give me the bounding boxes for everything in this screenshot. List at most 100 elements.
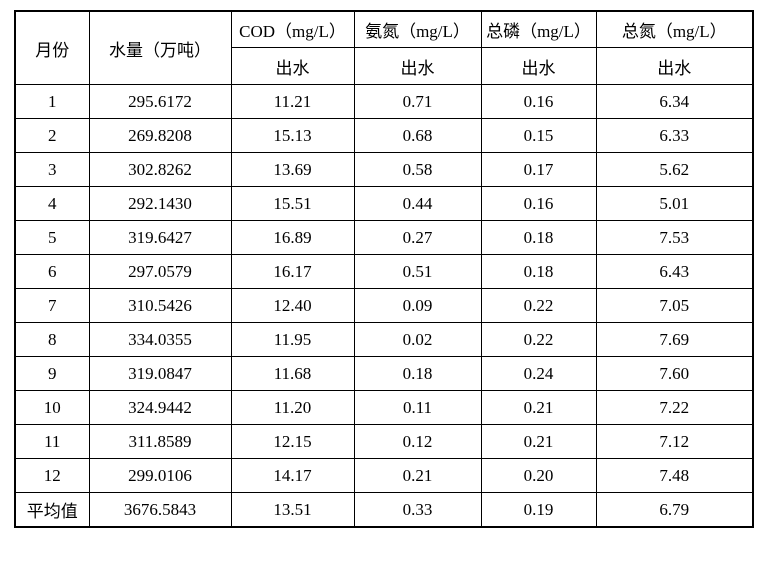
table-cell: 269.8208 (88, 118, 232, 153)
table-cell: 3676.5843 (88, 492, 232, 528)
table-cell: 6.34 (595, 84, 754, 119)
subheader-effluent-ammonia: 出水 (353, 47, 482, 85)
row-label-cell: 12 (14, 458, 90, 493)
table-cell: 0.24 (480, 356, 597, 391)
table-cell: 319.0847 (88, 356, 232, 391)
table-cell: 0.58 (353, 152, 482, 187)
table-cell: 12.15 (230, 424, 355, 459)
table-cell: 11.68 (230, 356, 355, 391)
table-cell: 13.69 (230, 152, 355, 187)
row-label-cell: 10 (14, 390, 90, 425)
table-cell: 0.20 (480, 458, 597, 493)
table-cell: 0.11 (353, 390, 482, 425)
table-cell: 14.17 (230, 458, 355, 493)
table-cell: 310.5426 (88, 288, 232, 323)
table-cell: 6.33 (595, 118, 754, 153)
table-cell: 0.68 (353, 118, 482, 153)
table-row: 4 292.1430 15.51 0.44 0.16 5.01 (14, 186, 754, 221)
col-header-month: 月份 (14, 10, 90, 85)
table-cell: 0.51 (353, 254, 482, 289)
table-cell: 0.21 (480, 424, 597, 459)
subheader-effluent-cod: 出水 (230, 47, 355, 85)
table-cell: 0.21 (353, 458, 482, 493)
row-label-cell: 5 (14, 220, 90, 255)
row-label-cell: 平均值 (14, 492, 90, 528)
table-cell: 0.02 (353, 322, 482, 357)
table-cell: 7.53 (595, 220, 754, 255)
table-cell: 7.60 (595, 356, 754, 391)
table-cell: 0.16 (480, 84, 597, 119)
table-cell: 0.71 (353, 84, 482, 119)
table-cell: 11.20 (230, 390, 355, 425)
table-cell: 6.43 (595, 254, 754, 289)
row-label-cell: 2 (14, 118, 90, 153)
table-cell: 11.21 (230, 84, 355, 119)
subheader-effluent-phosphorus: 出水 (480, 47, 597, 85)
table-cell: 0.18 (480, 254, 597, 289)
table-row: 9 319.0847 11.68 0.18 0.24 7.60 (14, 356, 754, 391)
table-row: 12 299.0106 14.17 0.21 0.20 7.48 (14, 458, 754, 493)
table-body: 1 295.6172 11.21 0.71 0.16 6.34 2 269.8208 15.13… (14, 84, 754, 528)
row-label-cell: 1 (14, 84, 90, 119)
row-label-cell: 8 (14, 322, 90, 357)
subheader-effluent-nitrogen: 出水 (595, 47, 754, 85)
col-header-total-phosphorus: 总磷（mg/L） (480, 10, 597, 48)
table-cell: 11.95 (230, 322, 355, 357)
table-cell: 7.12 (595, 424, 754, 459)
header-row-top: 月份 水量（万吨） COD（mg/L） 氨氮（mg/L） 总磷（mg/L） 总氮… (14, 10, 754, 85)
row-label-cell: 3 (14, 152, 90, 187)
table-cell: 0.19 (480, 492, 597, 528)
table-cell: 0.22 (480, 322, 597, 357)
table-cell: 7.22 (595, 390, 754, 425)
table-cell: 0.09 (353, 288, 482, 323)
table-cell: 0.22 (480, 288, 597, 323)
table-cell: 7.05 (595, 288, 754, 323)
table-row: 3 302.8262 13.69 0.58 0.17 5.62 (14, 152, 754, 187)
table-cell: 6.79 (595, 492, 754, 528)
table-cell: 13.51 (230, 492, 355, 528)
row-label-cell: 6 (14, 254, 90, 289)
table-cell: 324.9442 (88, 390, 232, 425)
col-header-water-volume: 水量（万吨） (88, 10, 232, 85)
row-label-cell: 4 (14, 186, 90, 221)
table-row: 7 310.5426 12.40 0.09 0.22 7.05 (14, 288, 754, 323)
table-header: 月份 水量（万吨） COD（mg/L） 氨氮（mg/L） 总磷（mg/L） 总氮… (14, 10, 754, 85)
table-row: 6 297.0579 16.17 0.51 0.18 6.43 (14, 254, 754, 289)
table-cell: 5.01 (595, 186, 754, 221)
table-cell: 15.51 (230, 186, 355, 221)
table-row-average: 平均值 3676.5843 13.51 0.33 0.19 6.79 (14, 492, 754, 528)
table-cell: 0.17 (480, 152, 597, 187)
col-header-ammonia-nitrogen: 氨氮（mg/L） (353, 10, 482, 48)
table-cell: 302.8262 (88, 152, 232, 187)
table-cell: 0.15 (480, 118, 597, 153)
header-row-sub: 出水 出水 出水 出水 (15, 47, 754, 85)
table-cell: 15.13 (230, 118, 355, 153)
table-cell: 5.62 (595, 152, 754, 187)
table-cell: 0.18 (353, 356, 482, 391)
col-header-cod: COD（mg/L） (230, 10, 355, 48)
table-cell: 334.0355 (88, 322, 232, 357)
table-cell: 0.21 (480, 390, 597, 425)
table-row: 2 269.8208 15.13 0.68 0.15 6.33 (14, 118, 754, 153)
table-cell: 311.8589 (88, 424, 232, 459)
col-header-total-nitrogen: 总氮（mg/L） (595, 10, 754, 48)
table-cell: 7.69 (595, 322, 754, 357)
table-cell: 297.0579 (88, 254, 232, 289)
table-cell: 16.89 (230, 220, 355, 255)
table-cell: 12.40 (230, 288, 355, 323)
table-cell: 0.18 (480, 220, 597, 255)
table-row: 11 311.8589 12.15 0.12 0.21 7.12 (14, 424, 754, 459)
row-label-cell: 9 (14, 356, 90, 391)
table-cell: 299.0106 (88, 458, 232, 493)
table-cell: 0.12 (353, 424, 482, 459)
table-cell: 0.16 (480, 186, 597, 221)
table-cell: 7.48 (595, 458, 754, 493)
table-cell: 319.6427 (88, 220, 232, 255)
row-label-cell: 7 (14, 288, 90, 323)
table-row: 10 324.9442 11.20 0.11 0.21 7.22 (14, 390, 754, 425)
table-cell: 16.17 (230, 254, 355, 289)
row-label-cell: 11 (14, 424, 90, 459)
table-cell: 295.6172 (88, 84, 232, 119)
table-row: 8 334.0355 11.95 0.02 0.22 7.69 (14, 322, 754, 357)
